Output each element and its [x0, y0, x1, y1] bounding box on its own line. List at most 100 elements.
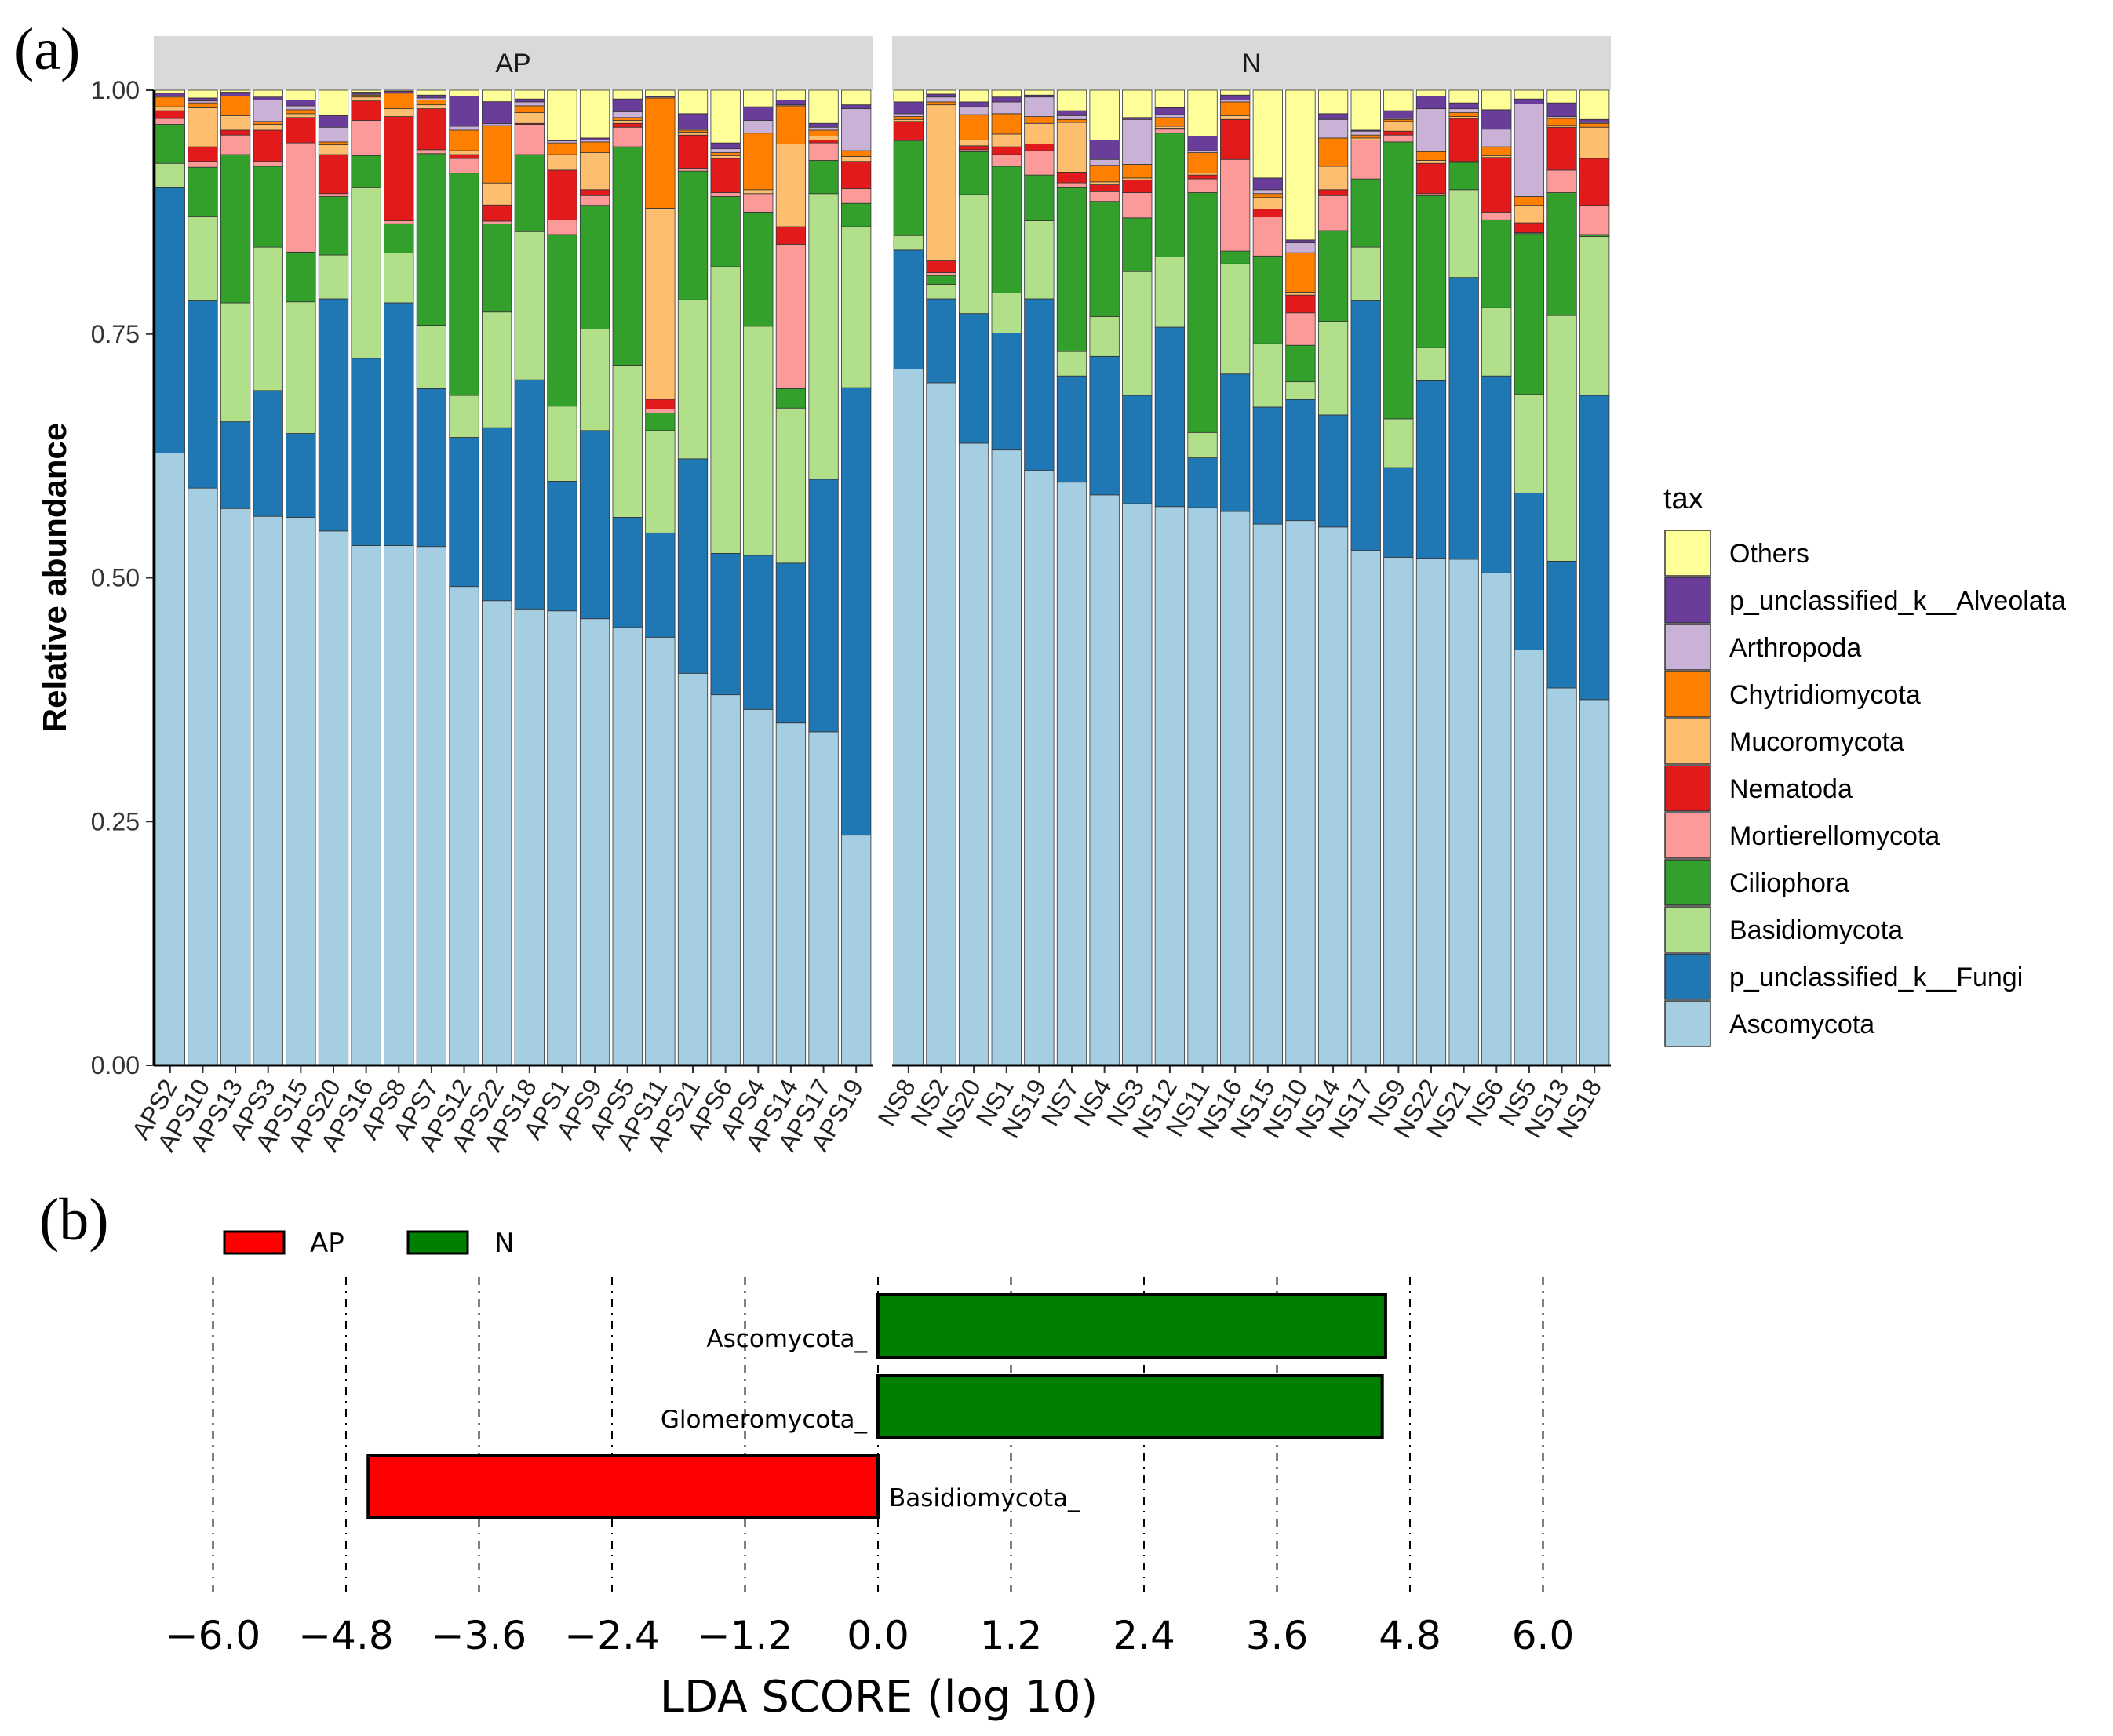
bar-segment-APS13-Ciliophora — [220, 154, 251, 304]
bar-segment-APS19-Mortierellomycota — [841, 188, 872, 204]
legend-label: Chytridiomycota — [1729, 680, 1921, 710]
bar-segment-APS9-Others — [579, 89, 610, 139]
bar-segment-NS14-Chytridiomycota — [1317, 137, 1349, 167]
facet-strip-ap — [154, 36, 873, 90]
legend-swatch-Chytridiomycota — [1664, 671, 1711, 718]
y-tick-label: 0.75 — [91, 320, 140, 348]
bar-segment-NS2-Mortierellomycota — [926, 272, 956, 276]
bar-segment-NS1-Ciliophora — [991, 166, 1022, 293]
bar-segment-NS14-Others — [1317, 89, 1349, 115]
bar-segment-NS19-Mortierellomycota — [1024, 150, 1055, 176]
bar-segment-NS2-Chytridiomycota — [926, 101, 956, 106]
bar-segment-APS19-Ciliophora — [841, 202, 872, 227]
bar-segment-NS3-Ascomycota — [1122, 503, 1153, 1066]
bar-segment-APS19-Basidiomycota — [841, 226, 872, 388]
stacked-bars — [155, 89, 1610, 1066]
bar-segment-NS19-Mucoromycota — [1024, 122, 1055, 144]
bar-segment-NS15-Ascomycota — [1252, 523, 1283, 1066]
bar-segment-APS6-Mucoromycota — [710, 155, 741, 159]
bar-segment-APS7-Nematoda — [416, 108, 447, 151]
bar-segment-NS18-p_unclassified_k__Fungi — [1579, 395, 1610, 701]
panel-a-label: (a) — [14, 16, 80, 82]
bar-segment-APS2-Mortierellomycota — [155, 118, 185, 125]
bar-segment-NS22-Ascomycota — [1415, 558, 1447, 1066]
bar-segment-NS22-Chytridiomycota — [1415, 151, 1447, 161]
bar-segment-APS20-Nematoda — [318, 154, 349, 195]
panel-b-label: (b) — [39, 1187, 109, 1253]
bar-segment-NS6-Chytridiomycota — [1481, 146, 1512, 156]
bar-segment-NS14-p_unclassified_k__Alveolata — [1317, 113, 1349, 120]
bar-segment-NS19-Arthropoda — [1024, 96, 1055, 117]
bar-segment-NS13-p_unclassified_k__Fungi — [1546, 560, 1577, 689]
bar-segment-NS1-Mucoromycota — [991, 133, 1022, 147]
lda-x-tick-label: −6.0 — [166, 1613, 260, 1658]
bar-segment-APS14-p_unclassified_k__Alveolata — [775, 100, 807, 106]
bar-segment-NS11-Basidiomycota — [1187, 431, 1218, 459]
bar-segment-NS10-Chytridiomycota — [1285, 252, 1316, 293]
bar-segment-NS6-p_unclassified_k__Alveolata — [1481, 109, 1512, 130]
bar-segment-APS6-p_unclassified_k__Fungi — [710, 553, 741, 696]
y-axis-title: Relative abundance — [36, 423, 73, 732]
bar-segment-APS13-Basidiomycota — [220, 302, 251, 423]
bar-segment-NS13-Ciliophora — [1546, 192, 1577, 316]
bar-segment-NS21-p_unclassified_k__Fungi — [1448, 277, 1479, 560]
bar-segment-NS15-Ciliophora — [1252, 255, 1283, 344]
bar-segment-NS13-Ascomycota — [1546, 687, 1577, 1066]
bar-segment-NS14-Mortierellomycota — [1317, 195, 1349, 231]
bar-segment-APS19-Others — [841, 89, 872, 106]
bar-segment-NS18-Basidiomycota — [1579, 236, 1610, 396]
bar-segment-APS18-Ascomycota — [514, 608, 545, 1066]
bar-segment-APS17-Ciliophora — [808, 160, 839, 195]
bar-segment-NS5-Nematoda — [1514, 222, 1545, 233]
bar-segment-NS3-Chytridiomycota — [1122, 164, 1153, 179]
bar-segment-NS3-Nematoda — [1122, 179, 1153, 193]
bar-segment-NS7-Arthropoda — [1056, 115, 1087, 120]
bar-segment-APS8-p_unclassified_k__Fungi — [384, 302, 414, 546]
bar-segment-NS19-Ascomycota — [1024, 470, 1055, 1066]
bar-segment-NS4-Basidiomycota — [1089, 315, 1120, 357]
bar-segment-APS6-Others — [710, 89, 741, 144]
legend-label: Ciliophora — [1729, 868, 1849, 898]
bar-segment-NS14-Ascomycota — [1317, 526, 1349, 1066]
bar-segment-NS21-p_unclassified_k__Alveolata — [1448, 102, 1479, 110]
bar-segment-APS6-Basidiomycota — [710, 266, 741, 554]
bar-segment-NS2-Others — [926, 89, 956, 95]
y-tick-label: 0.25 — [91, 807, 140, 835]
bar-segment-NS1-Chytridiomycota — [991, 113, 1022, 135]
bar-segment-APS14-Basidiomycota — [775, 407, 807, 564]
bar-segment-NS2-Mucoromycota — [926, 104, 956, 261]
bar-segment-NS10-p_unclassified_k__Fungi — [1285, 399, 1316, 522]
bar-segment-APS20-Basidiomycota — [318, 254, 349, 300]
bar-segment-NS8-Chytridiomycota — [893, 116, 924, 120]
bar-segment-NS8-Others — [893, 89, 924, 103]
bar-segment-NS20-Basidiomycota — [958, 194, 989, 315]
bar-segment-NS4-Chytridiomycota — [1089, 165, 1120, 183]
bar-segment-NS5-p_unclassified_k__Alveolata — [1514, 98, 1545, 104]
bar-segment-APS4-Ciliophora — [743, 211, 774, 327]
bar-segment-APS10-Basidiomycota — [188, 215, 218, 301]
bar-segment-APS14-Ciliophora — [775, 388, 807, 409]
bar-segment-APS12-Mucoromycota — [449, 150, 479, 155]
bar-segment-NS14-Ciliophora — [1317, 230, 1349, 322]
bar-segment-NS20-Nematoda — [958, 145, 989, 151]
bar-segment-NS20-Chytridiomycota — [958, 114, 989, 140]
bar-segment-NS5-Arthropoda — [1514, 103, 1545, 197]
bar-segment-NS14-Arthropoda — [1317, 118, 1349, 139]
bar-segment-NS1-p_unclassified_k__Alveolata — [991, 96, 1022, 103]
bar-segment-APS19-Arthropoda — [841, 108, 872, 151]
bar-segment-NS17-Chytridiomycota — [1350, 134, 1381, 139]
bar-segment-APS10-Ascomycota — [188, 487, 218, 1066]
bar-segment-NS15-Basidiomycota — [1252, 343, 1283, 408]
bar-segment-NS21-Arthropoda — [1448, 108, 1479, 113]
bar-segment-NS12-Others — [1154, 89, 1186, 108]
bar-segment-APS16-Nematoda — [351, 100, 381, 121]
facet-title-ap: AP — [495, 49, 530, 78]
bar-segment-NS13-Chytridiomycota — [1546, 118, 1577, 126]
bar-segment-NS2-Ciliophora — [926, 275, 956, 285]
bar-segment-APS2-p_unclassified_k__Fungi — [155, 187, 185, 453]
bar-segment-NS5-p_unclassified_k__Fungi — [1514, 492, 1545, 650]
bar-segment-APS1-Nematoda — [547, 169, 577, 220]
bar-segment-APS7-Ascomycota — [416, 546, 447, 1066]
bar-segment-APS2-p_unclassified_k__Alveolata — [155, 93, 185, 96]
